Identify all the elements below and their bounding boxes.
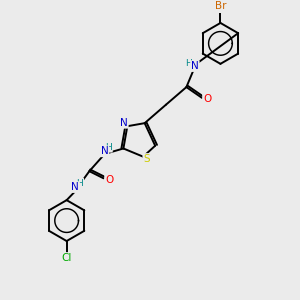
Text: H: H: [105, 143, 112, 152]
Text: H: H: [185, 59, 192, 68]
Text: N: N: [71, 182, 79, 192]
Text: O: O: [105, 175, 113, 185]
Text: S: S: [143, 154, 150, 164]
Text: N: N: [191, 61, 199, 71]
Text: Br: Br: [215, 2, 227, 11]
Text: Cl: Cl: [62, 253, 72, 263]
Text: H: H: [76, 178, 83, 188]
Text: N: N: [100, 146, 108, 156]
Text: O: O: [203, 94, 211, 104]
Text: N: N: [120, 118, 128, 128]
